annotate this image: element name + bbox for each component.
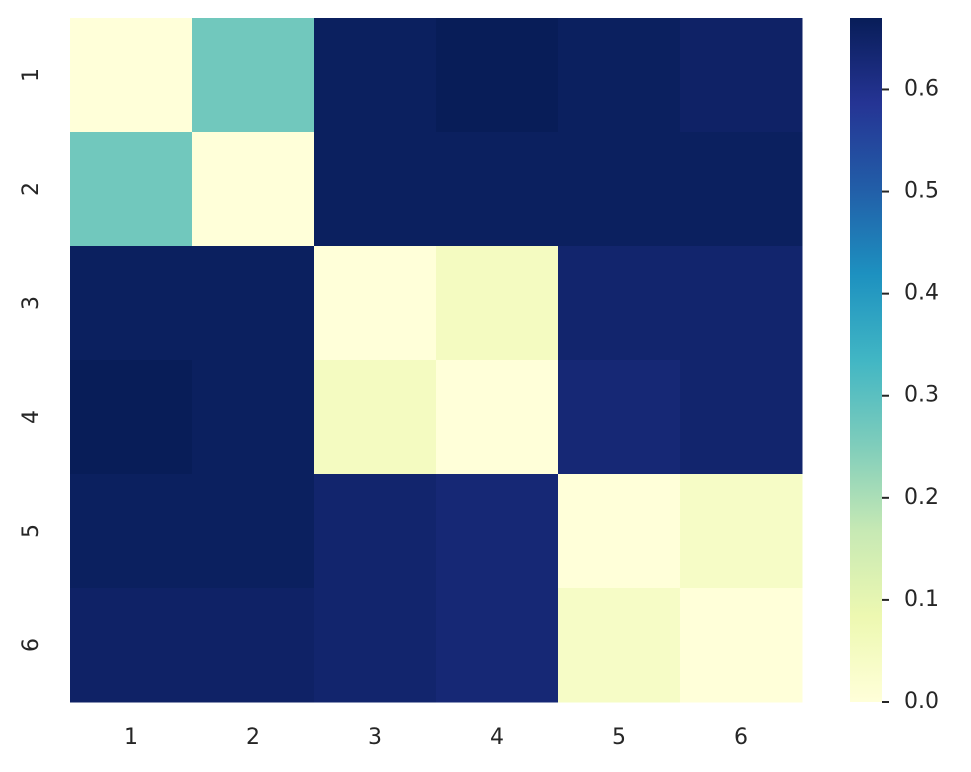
heatmap-cell [436,588,559,703]
y-tick-label: 1 [19,68,44,82]
heatmap-cell [680,18,803,133]
heatmap-cell [436,132,559,247]
heatmap-cell [192,132,315,247]
heatmap-cell [680,474,803,589]
colorbar-tick-label: 0.3 [904,383,939,408]
heatmap-cell [70,18,193,133]
heatmap-cell [680,360,803,475]
heatmap-cell [314,474,437,589]
heatmap-cell [314,132,437,247]
heatmap-cell [436,360,559,475]
x-tick-label: 1 [124,725,138,750]
colorbar-tick-label: 0.1 [904,587,939,612]
heatmap-cell [558,360,681,475]
heatmap-cell [680,246,803,361]
x-tick-label: 3 [368,725,382,750]
heatmap-cell [70,588,193,703]
heatmap-cell [192,360,315,475]
heatmap-cell [436,18,559,133]
x-tick-label: 4 [490,725,504,750]
heatmap-cell [436,474,559,589]
x-tick-label: 2 [246,725,260,750]
heatmap-cell [558,18,681,133]
heatmap-cell [314,246,437,361]
colorbar-tick-label: 0.4 [904,281,939,306]
colorbar-tick-label: 0.6 [904,76,939,101]
heatmap-cell [558,132,681,247]
heatmap-cell [314,18,437,133]
colorbar-tick-label: 0.2 [904,485,939,510]
x-tick-label: 5 [612,725,626,750]
x-tick-label: 6 [734,725,748,750]
y-tick-label: 5 [19,524,44,538]
heatmap-cell [680,132,803,247]
heatmap-cell [192,246,315,361]
heatmap-cell [192,588,315,703]
y-tick-label: 4 [19,410,44,424]
heatmap-cell [70,474,193,589]
heatmap-cell [70,246,193,361]
colorbar-tick-label: 0.5 [904,179,939,204]
colorbar [850,18,882,702]
heatmap-cell [192,474,315,589]
heatmap-cell [558,588,681,703]
heatmap-cell [558,246,681,361]
heatmap-cell [192,18,315,133]
colorbar-tick-label: 0.0 [904,689,939,714]
y-tick-label: 3 [19,296,44,310]
y-tick-label: 6 [19,638,44,652]
heatmap-cell [314,588,437,703]
heatmap-cell [436,246,559,361]
heatmap-cell [558,474,681,589]
heatmap-cell [680,588,803,703]
heatmap-cell [70,132,193,247]
y-tick-label: 2 [19,182,44,196]
heatmap-cell [314,360,437,475]
heatmap-cell [70,360,193,475]
